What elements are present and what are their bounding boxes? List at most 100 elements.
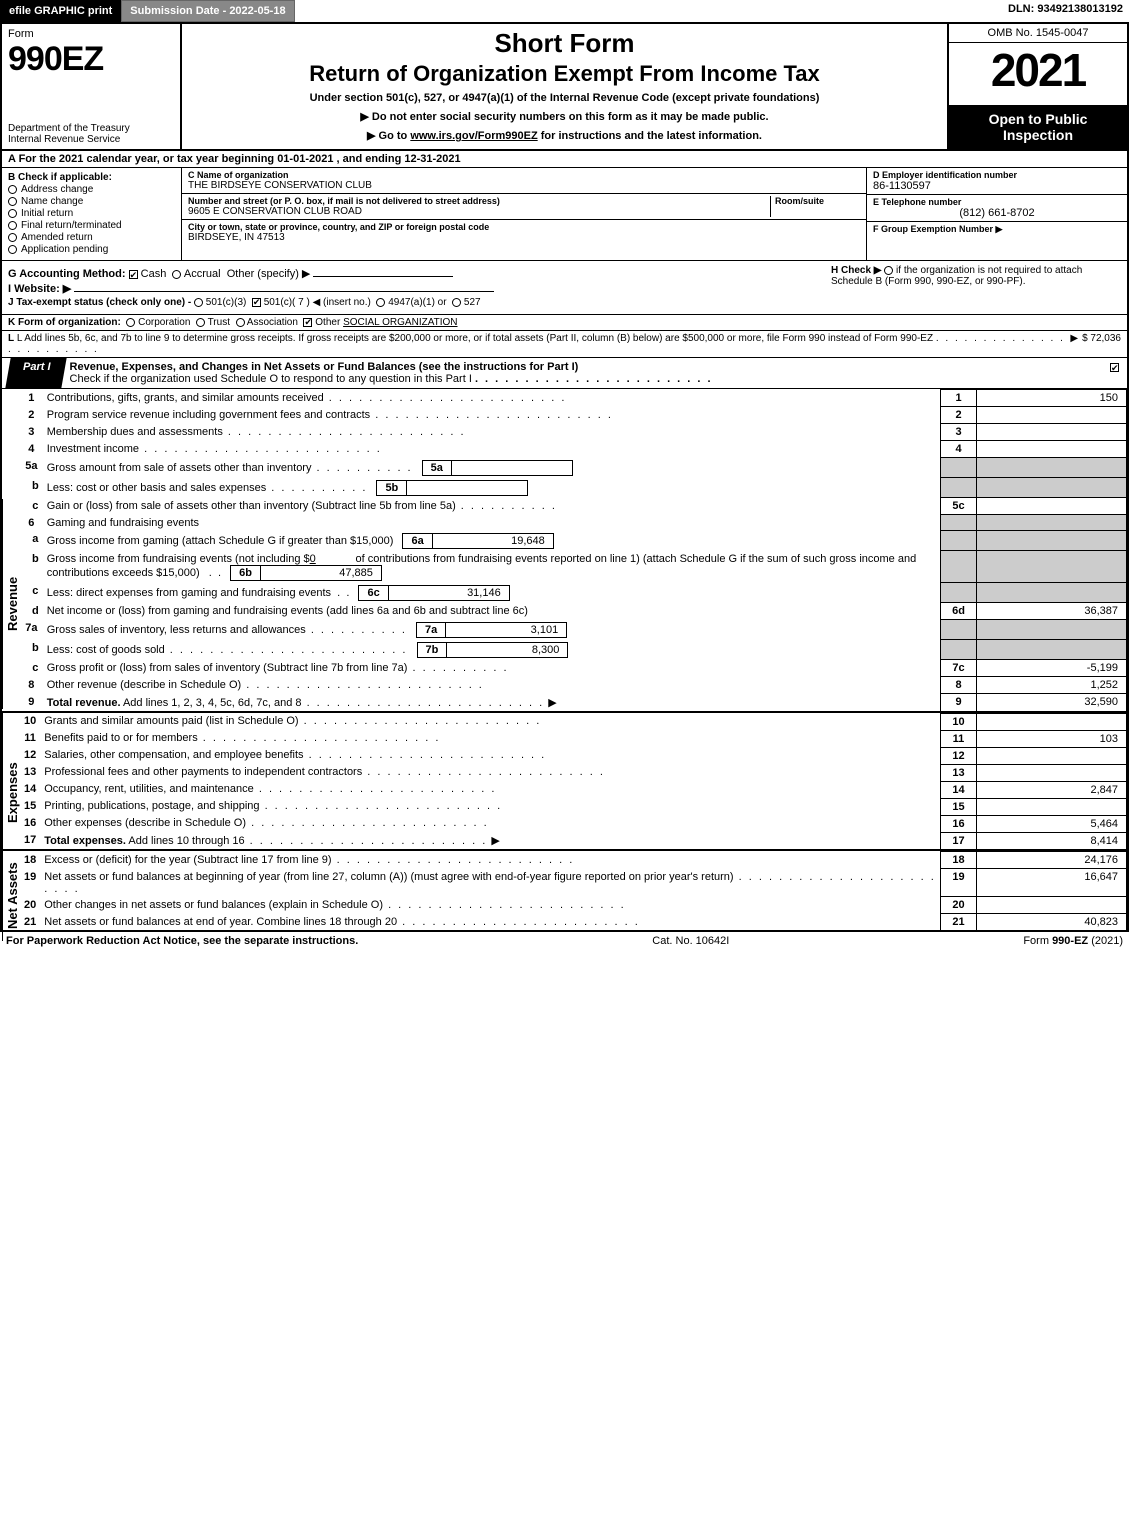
goto-suffix: for instructions and the latest informat… <box>541 130 762 142</box>
chk-initial-return[interactable]: Initial return <box>8 208 175 219</box>
radio-corp[interactable] <box>126 318 135 327</box>
opt-527: 527 <box>464 297 481 308</box>
opt-4947: 4947(a)(1) or <box>388 297 446 308</box>
checkbox-cash[interactable] <box>129 270 138 279</box>
other-specify-input[interactable] <box>313 276 453 277</box>
city-value: BIRDSEYE, IN 47513 <box>188 232 860 243</box>
footer-row: For Paperwork Reduction Act Notice, see … <box>0 932 1129 950</box>
j-label: J Tax-exempt status (check only one) - <box>8 297 191 308</box>
header-right: OMB No. 1545-0047 2021 Open to Public In… <box>947 24 1127 149</box>
part1-checkbox[interactable] <box>1102 358 1127 388</box>
line-11: 11Benefits paid to or for members11103 <box>2 730 1127 747</box>
radio-accrual[interactable] <box>172 270 181 279</box>
circle-icon <box>8 221 17 230</box>
k-label: K Form of organization: <box>8 317 121 328</box>
short-form-title: Short Form <box>494 28 634 59</box>
chk-amended-return[interactable]: Amended return <box>8 232 175 243</box>
part1-header: Part I Revenue, Expenses, and Changes in… <box>2 358 1127 389</box>
line-l: L L Add lines 5b, 6c, and 7b to line 9 t… <box>2 331 1127 358</box>
line-6a: a Gross income from gaming (attach Sched… <box>2 531 1127 551</box>
form-word: Form <box>8 28 174 40</box>
tax-year: 2021 <box>949 43 1127 97</box>
radio-h[interactable] <box>884 266 893 275</box>
warn-goto: Go to www.irs.gov/Form990EZ for instruct… <box>367 129 762 142</box>
irs-link[interactable]: www.irs.gov/Form990EZ <box>410 130 537 142</box>
chk-label: Name change <box>21 196 83 207</box>
line-7a: 7a Gross sales of inventory, less return… <box>2 620 1127 640</box>
chk-label: Final return/terminated <box>21 220 122 231</box>
part1-tab: Part I <box>5 358 66 388</box>
g-label: G Accounting Method: <box>8 268 126 280</box>
radio-501c3[interactable] <box>194 298 203 307</box>
line-17: 17Total expenses. Add lines 10 through 1… <box>2 832 1127 849</box>
line-21: 21Net assets or fund balances at end of … <box>2 914 1127 931</box>
part1-title: Revenue, Expenses, and Changes in Net As… <box>64 358 1102 388</box>
expenses-table: 10Grants and similar amounts paid (list … <box>2 713 1127 850</box>
form-container: Form 990EZ Department of the Treasury In… <box>0 22 1129 932</box>
ein-value: 86-1130597 <box>873 180 1121 192</box>
line-18: 18Excess or (deficit) for the year (Subt… <box>2 852 1127 869</box>
checkbox-icon <box>1110 363 1119 372</box>
chk-application-pending[interactable]: Application pending <box>8 244 175 255</box>
cash-label: Cash <box>141 268 167 280</box>
chk-label: Initial return <box>21 208 73 219</box>
k-other-value: SOCIAL ORGANIZATION <box>343 317 457 328</box>
checkbox-501c[interactable] <box>252 298 261 307</box>
dots-icon <box>475 373 713 385</box>
line-20: 20Other changes in net assets or fund ba… <box>2 897 1127 914</box>
website-label: I Website: ▶ <box>8 283 71 295</box>
net-assets-section: Net Assets 18Excess or (deficit) for the… <box>2 849 1127 930</box>
footer-left: For Paperwork Reduction Act Notice, see … <box>6 935 358 947</box>
street-cell: Number and street (or P. O. box, if mail… <box>182 194 866 220</box>
tel-value: (812) 661-8702 <box>873 207 1121 219</box>
opt-501c: 501(c)( 7 ) ◀ (insert no.) <box>264 297 371 308</box>
tel-label: E Telephone number <box>873 197 1121 207</box>
checkbox-other[interactable] <box>303 318 312 327</box>
triangle-icon <box>544 697 560 709</box>
k-corp: Corporation <box>138 317 190 328</box>
circle-icon <box>8 185 17 194</box>
line-5b: b Less: cost or other basis and sales ex… <box>2 478 1127 498</box>
city-cell: City or town, state or province, country… <box>182 220 866 245</box>
line-6d: d Net income or (loss) from gaming and f… <box>2 603 1127 620</box>
website-input[interactable] <box>74 291 494 292</box>
radio-assoc[interactable] <box>236 318 245 327</box>
line-1: 1 Contributions, gifts, grants, and simi… <box>2 390 1127 407</box>
line-5c: c Gain or (loss) from sale of assets oth… <box>2 498 1127 515</box>
line-15: 15Printing, publications, postage, and s… <box>2 798 1127 815</box>
line-7b: b Less: cost of goods sold 7b8,300 <box>2 640 1127 660</box>
line-16: 16Other expenses (describe in Schedule O… <box>2 815 1127 832</box>
tax-exempt-line: J Tax-exempt status (check only one) - 5… <box>8 297 821 308</box>
line-7c: c Gross profit or (loss) from sales of i… <box>2 660 1127 677</box>
dln-label: DLN: 93492138013192 <box>1002 0 1129 22</box>
other-label: Other (specify) ▶ <box>227 268 311 280</box>
chk-name-change[interactable]: Name change <box>8 196 175 207</box>
chk-label: Application pending <box>21 244 108 255</box>
circle-icon <box>8 233 17 242</box>
h-label: H Check ▶ <box>831 265 881 276</box>
col-b-header: B Check if applicable: <box>8 172 175 183</box>
info-grid: B Check if applicable: Address change Na… <box>2 168 1127 261</box>
street-label: Number and street (or P. O. box, if mail… <box>188 196 770 206</box>
efile-print-button[interactable]: efile GRAPHIC print <box>0 0 121 22</box>
k-assoc: Association <box>247 317 298 328</box>
line-10: 10Grants and similar amounts paid (list … <box>2 713 1127 730</box>
circle-icon <box>8 209 17 218</box>
revenue-table: 1 Contributions, gifts, grants, and simi… <box>2 389 1127 711</box>
radio-4947[interactable] <box>376 298 385 307</box>
net-assets-vtab: Net Assets <box>2 851 22 941</box>
radio-trust[interactable] <box>196 318 205 327</box>
radio-527[interactable] <box>452 298 461 307</box>
line-2: 2 Program service revenue including gove… <box>2 407 1127 424</box>
accounting-method-line: G Accounting Method: Cash Accrual Other … <box>8 267 821 280</box>
form-number: 990EZ <box>8 40 174 79</box>
chk-address-change[interactable]: Address change <box>8 184 175 195</box>
meta-block: G Accounting Method: Cash Accrual Other … <box>2 261 1127 315</box>
chk-final-return[interactable]: Final return/terminated <box>8 220 175 231</box>
net-assets-table: 18Excess or (deficit) for the year (Subt… <box>2 851 1127 930</box>
org-name-cell: C Name of organization THE BIRDSEYE CONS… <box>182 168 866 194</box>
ein-cell: D Employer identification number 86-1130… <box>867 168 1127 195</box>
line-19: 19Net assets or fund balances at beginni… <box>2 869 1127 897</box>
revenue-vtab: Revenue <box>2 499 22 709</box>
line-a: A For the 2021 calendar year, or tax yea… <box>2 151 1127 168</box>
